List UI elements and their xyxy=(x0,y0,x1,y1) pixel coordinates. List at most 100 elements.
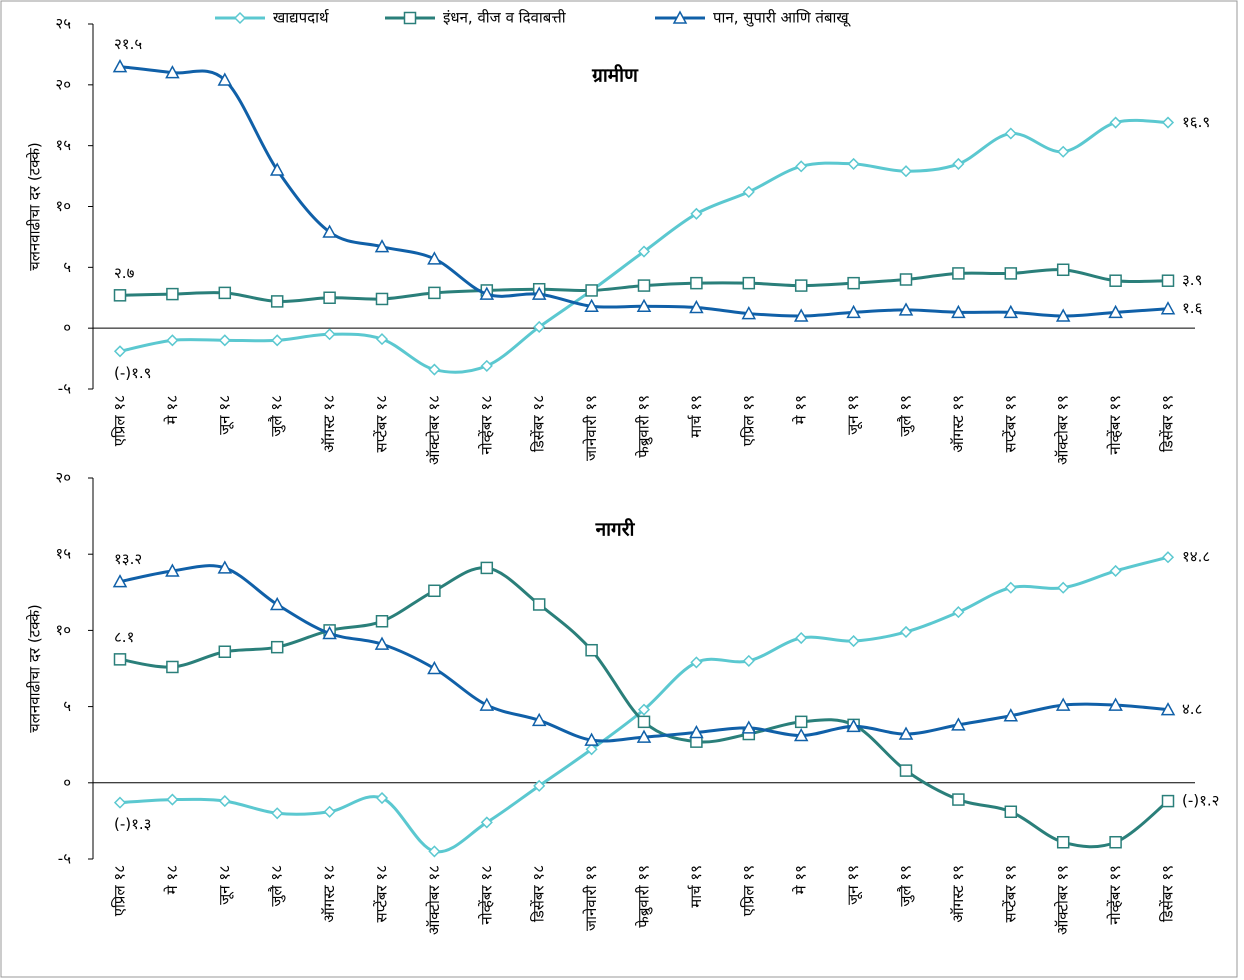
x-tick-label: मे १८ xyxy=(163,865,181,894)
marker xyxy=(1161,116,1175,129)
marker xyxy=(113,345,127,358)
marker xyxy=(217,72,233,86)
marker xyxy=(403,11,417,25)
value-label: २.७ xyxy=(114,264,135,282)
value-label: (-)१.३ xyxy=(114,815,152,833)
y-tick-label: २० xyxy=(55,469,71,487)
marker xyxy=(112,574,128,588)
marker xyxy=(1109,835,1122,849)
marker xyxy=(795,160,808,173)
marker xyxy=(166,793,179,806)
y-tick-label: ० xyxy=(63,319,71,337)
marker xyxy=(1004,127,1017,140)
chart-title: नागरी xyxy=(595,518,636,541)
x-tick-label: एप्रिल १८ xyxy=(111,865,129,916)
marker xyxy=(531,286,547,300)
marker xyxy=(637,279,651,292)
x-tick-label: ऑक्टोबर १९ xyxy=(1054,865,1072,935)
value-label: २१.५ xyxy=(114,35,142,53)
marker xyxy=(1109,116,1122,129)
marker xyxy=(322,625,337,640)
x-tick-label: फेब्रुवारी १९ xyxy=(635,865,654,928)
x-tick-label: जून १८ xyxy=(215,395,234,435)
y-tick-label: १० xyxy=(55,197,71,215)
marker xyxy=(428,286,441,300)
marker xyxy=(847,635,860,648)
value-label: १६.९ xyxy=(1182,113,1210,131)
marker xyxy=(952,157,965,170)
x-tick-label: एप्रिल १९ xyxy=(739,395,757,446)
marker xyxy=(952,606,965,619)
x-tick-label: जून १८ xyxy=(215,865,234,905)
x-tick-label: मे १९ xyxy=(792,395,810,424)
marker xyxy=(427,251,442,265)
y-tick-label: १५ xyxy=(55,136,71,154)
marker xyxy=(951,717,966,731)
marker xyxy=(793,727,809,742)
legend-label: खाद्यपदार्थ xyxy=(273,9,330,27)
marker xyxy=(218,645,232,658)
marker xyxy=(1056,835,1070,849)
value-label: (-)१.९ xyxy=(114,364,152,382)
marker xyxy=(269,596,285,611)
x-tick-label: मार्च १९ xyxy=(687,865,705,908)
marker xyxy=(742,185,755,198)
marker xyxy=(217,560,233,574)
marker xyxy=(271,807,284,820)
marker xyxy=(899,625,913,638)
marker xyxy=(1055,308,1071,322)
x-tick-label: नोव्हेंबर १८ xyxy=(477,865,495,925)
marker xyxy=(742,276,756,290)
y-axis-label: चलनवाढीचा दर (टक्के) xyxy=(26,142,44,271)
x-tick-label: ऑक्टोबर १९ xyxy=(1054,395,1072,465)
marker xyxy=(1057,145,1070,158)
marker xyxy=(585,284,598,297)
marker xyxy=(374,239,390,253)
marker xyxy=(1109,564,1122,578)
x-tick-label: जानेवारी १९ xyxy=(582,395,600,461)
marker xyxy=(690,207,703,220)
marker xyxy=(113,796,127,809)
marker xyxy=(1056,263,1070,277)
marker xyxy=(233,11,247,25)
x-tick-label: मे १९ xyxy=(792,865,810,894)
y-tick-label: ५ xyxy=(63,697,71,715)
marker xyxy=(672,10,688,24)
marker xyxy=(218,286,232,300)
marker xyxy=(952,267,965,280)
marker xyxy=(480,561,494,575)
marker xyxy=(637,703,651,716)
x-tick-label: जून १९ xyxy=(844,395,863,435)
marker xyxy=(847,276,860,290)
marker xyxy=(690,276,703,290)
marker xyxy=(637,715,651,729)
value-label: ३.९ xyxy=(1182,271,1202,289)
marker xyxy=(112,59,128,73)
y-tick-label: ० xyxy=(63,773,71,791)
marker xyxy=(793,308,809,322)
marker xyxy=(795,631,808,645)
y-tick-label: १५ xyxy=(55,545,71,563)
marker xyxy=(428,584,441,598)
marker xyxy=(271,334,284,347)
marker xyxy=(742,654,755,667)
marker xyxy=(899,165,913,178)
x-tick-label: जुलै १९ xyxy=(897,865,916,907)
marker xyxy=(533,320,546,334)
marker xyxy=(323,328,336,341)
marker xyxy=(532,598,546,611)
x-tick-label: जुलै १९ xyxy=(897,395,916,437)
y-tick-label: -५ xyxy=(58,380,71,398)
x-tick-label: मार्च १९ xyxy=(687,395,705,438)
marker xyxy=(584,298,599,313)
y-tick-label: २५ xyxy=(55,15,71,33)
marker xyxy=(689,724,704,739)
x-tick-label: सप्टेंबर १८ xyxy=(373,865,391,922)
marker xyxy=(741,306,757,320)
y-tick-label: ५ xyxy=(63,258,71,276)
marker xyxy=(323,805,336,818)
marker xyxy=(847,157,860,170)
marker xyxy=(428,363,441,376)
marker xyxy=(690,656,703,669)
marker xyxy=(689,299,704,314)
